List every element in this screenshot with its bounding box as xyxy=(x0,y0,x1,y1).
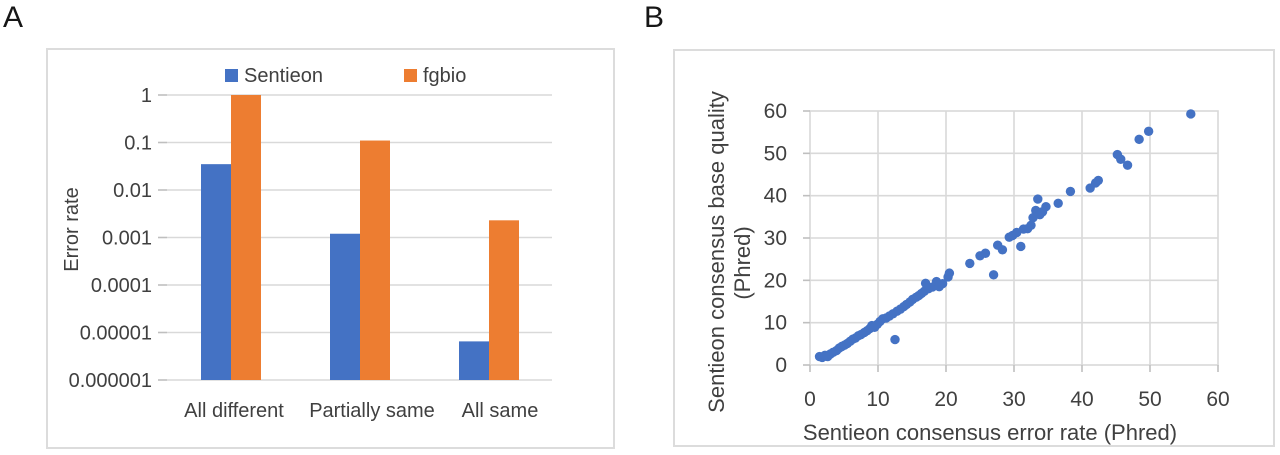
legend-swatch-sentieon xyxy=(225,69,238,82)
scatter-point xyxy=(1143,126,1154,137)
panel-a-label: A xyxy=(3,1,24,34)
scatter-point xyxy=(1116,154,1126,164)
legend-label-fgbio: fgbio xyxy=(423,65,466,87)
scatter-point xyxy=(1093,175,1104,186)
y-tick-label: 0.0001 xyxy=(91,275,152,297)
y-tick-label: 0.000001 xyxy=(69,370,152,392)
scatter-point xyxy=(1053,198,1063,208)
x-category-label: All same xyxy=(462,400,539,422)
legend-swatch-fgbio xyxy=(404,69,417,82)
x-tick-label: 50 xyxy=(1138,388,1161,411)
scatter-point xyxy=(988,270,999,280)
y-tick-label: 0.00001 xyxy=(80,323,152,345)
scatter-point xyxy=(965,258,975,269)
legend-label-sentieon: Sentieon xyxy=(244,65,323,87)
y-axis-title: Error rate xyxy=(61,187,83,271)
scatter-point xyxy=(997,245,1008,255)
x-tick-label: 60 xyxy=(1206,388,1229,411)
y-tick-label: 0.1 xyxy=(124,133,152,155)
scatter-point xyxy=(1186,109,1196,119)
scatter-point xyxy=(890,334,900,345)
y-axis-title: Sentieon consensus base quality xyxy=(704,91,729,413)
bar-sentieon-all-different xyxy=(201,164,231,380)
y-tick-label: 60 xyxy=(764,100,787,123)
panel-b-scatter-chart: 0 10 20 30 40 50 60 0 10 20 30 40 50 60 Sentieon conse… xyxy=(673,49,1275,447)
scatter-point xyxy=(1065,186,1076,197)
panel-a-bar-chart: 1 0.1 0.01 0.001 0.0001 0.00001 0.000001 Error … xyxy=(46,48,615,449)
y-tick-label: 0.01 xyxy=(113,180,152,202)
x-tick-label: 0 xyxy=(804,388,816,411)
x-tick-label: 40 xyxy=(1070,388,1093,411)
x-category-label: All different xyxy=(184,400,284,422)
y-tick-label: 1 xyxy=(141,85,152,107)
scatter-chart-canvas: 0 10 20 30 40 50 60 0 10 20 30 40 50 60 Sentieon conse… xyxy=(704,91,1230,445)
bar-sentieon-all-same xyxy=(459,341,489,380)
y-tick-label: 10 xyxy=(764,312,787,335)
bar-sentieon-partially-same xyxy=(330,233,360,380)
scatter-point xyxy=(1041,201,1051,212)
scatter-point xyxy=(944,268,955,278)
x-category-label: Partially same xyxy=(309,400,435,422)
x-tick-label: 10 xyxy=(866,388,889,411)
bar-fgbio-all-different xyxy=(231,95,261,380)
y-tick-label: 50 xyxy=(764,142,787,165)
y-tick-label: 30 xyxy=(764,227,787,250)
bar-fgbio-all-same xyxy=(489,220,519,380)
x-tick-label: 30 xyxy=(1002,388,1025,411)
scatter-point xyxy=(1026,220,1036,230)
y-tick-label: 20 xyxy=(764,269,787,292)
scatter-point xyxy=(1134,134,1144,145)
panel-b-label: B xyxy=(644,1,665,34)
x-tick-label: 20 xyxy=(934,388,957,411)
y-tick-label: 40 xyxy=(764,185,787,208)
scatter-point xyxy=(1016,241,1026,252)
scatter-point xyxy=(937,279,948,289)
scatter-point xyxy=(980,248,991,258)
y-tick-label: 0 xyxy=(775,354,787,377)
y-tick-label: 0.001 xyxy=(102,228,152,250)
x-axis-title: Sentieon consensus error rate (Phred) xyxy=(803,420,1177,445)
scatter-point xyxy=(1033,194,1043,204)
bar-fgbio-partially-same xyxy=(360,140,390,380)
y-axis-title: (Phred) xyxy=(730,226,755,299)
bar-chart-canvas: 1 0.1 0.01 0.001 0.0001 0.00001 0.000001 Error … xyxy=(61,65,552,422)
scatter-point xyxy=(1122,160,1133,170)
